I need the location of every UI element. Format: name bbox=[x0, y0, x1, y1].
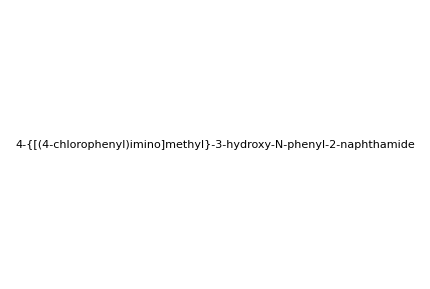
Text: 4-{[(4-chlorophenyl)imino]methyl}-3-hydroxy-N-phenyl-2-naphthamide: 4-{[(4-chlorophenyl)imino]methyl}-3-hydr… bbox=[15, 140, 415, 149]
